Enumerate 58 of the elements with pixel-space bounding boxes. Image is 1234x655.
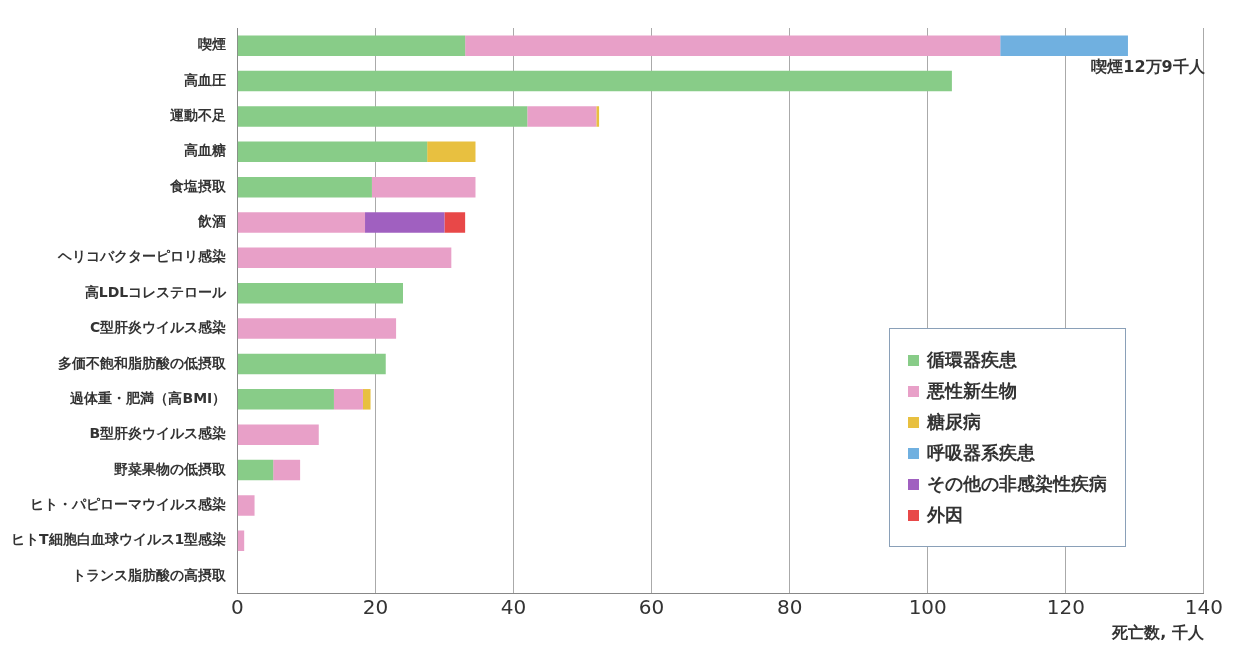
x-tick-label: 40: [500, 595, 527, 619]
bar: [371, 176, 476, 198]
legend-label: 外因: [927, 503, 963, 527]
y-tick-label: 過体重・肥満（高BMI）: [69, 389, 227, 406]
legend-label: 糖尿病: [927, 410, 981, 434]
bar: [237, 530, 245, 552]
x-tick-label: 20: [362, 595, 389, 619]
x-tick-label: 0: [230, 595, 244, 619]
bar: [237, 282, 403, 304]
bar: [273, 459, 301, 481]
bar: [596, 106, 600, 127]
bar: [237, 318, 397, 339]
y-tick-label: 多価不飽和脂肪酸の低摂取: [58, 354, 228, 371]
bar: [237, 70, 952, 92]
y-tick-label: C型肝炎ウイルス感染: [90, 319, 227, 336]
bar: [465, 35, 1001, 56]
x-tick-label: 60: [638, 595, 665, 619]
y-tick-label: 食塩摂取: [169, 177, 228, 194]
legend-label: その他の非感染性疾病: [927, 472, 1107, 496]
y-tick-label: 高LDLコレステロール: [84, 283, 228, 300]
bar: [362, 389, 371, 410]
x-axis-title: 死亡数, 千人: [1111, 622, 1205, 642]
y-tick-label: トランス脂肪酸の高摂取: [72, 566, 228, 583]
x-tick-label: 140: [1184, 595, 1224, 619]
bar: [237, 141, 428, 163]
bar: [237, 106, 528, 127]
x-tick-label: 120: [1046, 595, 1085, 619]
y-tick-label: ヘリコバクターピロリ感染: [57, 248, 227, 265]
y-tick-label: B型肝炎ウイルス感染: [89, 425, 227, 442]
bar: [527, 106, 597, 127]
bar: [237, 459, 274, 481]
annotation: 喫煙12万9千人: [1091, 56, 1206, 76]
bar: [237, 212, 366, 233]
y-tick-label: 野菜果物の低摂取: [114, 460, 228, 477]
y-tick-label: ヒトT細胞白血球ウイルス1型感染: [10, 531, 227, 548]
y-tick-label: 喫煙: [198, 36, 227, 53]
y-tick-label: 高血圧: [184, 71, 227, 88]
bar: [237, 424, 319, 445]
legend-label: 循環器疾患: [927, 348, 1017, 372]
x-tick-label: 100: [908, 595, 947, 619]
bar: [237, 247, 452, 269]
y-tick-label: ヒト・パピローマウイルス感染: [30, 496, 227, 513]
bar: [237, 35, 466, 56]
bar: [427, 141, 476, 163]
x-tick-label: 80: [776, 595, 803, 619]
bar: [237, 495, 255, 516]
y-tick-label: 運動不足: [169, 107, 227, 124]
bar: [237, 353, 386, 375]
y-tick-label: 高血糖: [184, 142, 227, 159]
legend-label: 呼吸器系疾患: [927, 441, 1035, 465]
bar: [444, 212, 466, 233]
bar: [333, 389, 363, 410]
y-tick-label: 飲酒: [197, 213, 227, 230]
bar: [237, 389, 334, 410]
legend-label: 悪性新生物: [927, 379, 1017, 403]
bar: [365, 212, 445, 233]
bar: [1000, 35, 1128, 56]
bar: [237, 176, 372, 198]
